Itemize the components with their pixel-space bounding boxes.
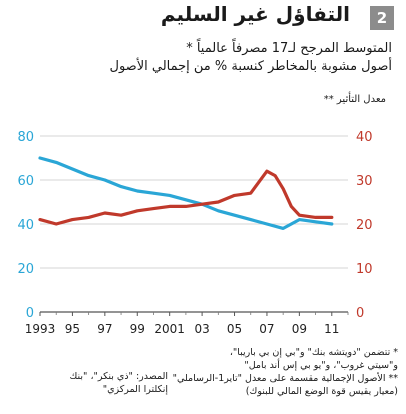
footnote-line-1: * تتضمن "دويتشه بنك" و"بي إن بي باريبا"، [229, 347, 398, 358]
x-axis-tick-label: 11 [324, 322, 339, 336]
x-axis-tick-label: 95 [65, 322, 80, 336]
right-axis-tick-label: 20 [356, 218, 373, 233]
x-axis-tick-label: 05 [227, 322, 242, 336]
right-axis-note: معدل التأثير ** [323, 94, 386, 105]
source-line-2: إنكلترا المركزي" [102, 384, 168, 395]
source-note: المصدر: "ذي بنكر"، "بنك إنكلترا المركزي" [8, 370, 168, 396]
source-line-1: المصدر: "ذي بنكر"، "بنك [69, 371, 168, 382]
chart-title: التفاؤل غير السليم [160, 2, 350, 26]
footnote-line-4: (معيار يقيس قوة الوضع المالي للبنوك) [245, 386, 398, 397]
chart-number-badge: 2 [370, 6, 394, 30]
right-axis-tick-label: 40 [356, 130, 373, 145]
series-line-right-axis [38, 169, 334, 226]
right-axis-tick-label: 10 [356, 262, 373, 277]
footnote-line-3: ** الأصول الإجمالية مقسمة على معدل "تاير… [172, 373, 398, 384]
line-chart: 0 0 20 10 40 20 60 30 80 40 1993 95 97 99 2001 03 05 07 09… [17, 130, 373, 336]
left-axis-tick-label: 20 [17, 262, 34, 277]
x-axis-tick-label: 07 [259, 322, 274, 336]
x-axis-tick-label: 09 [292, 322, 307, 336]
left-axis-tick-label: 40 [17, 218, 34, 233]
chart-subtitle: المتوسط المرجح لـ17 مصرفاً عالمياً * أصو… [12, 40, 393, 76]
left-axis-tick-label: 60 [17, 174, 34, 189]
left-axis-tick-label: 80 [17, 130, 34, 145]
left-axis-tick-label: 0 [26, 306, 34, 321]
footnote-line-2: و"سيتي غروب"، و"يو بي إس أند بامل" [244, 360, 398, 371]
subtitle-line-1: المتوسط المرجح لـ17 مصرفاً عالمياً * [186, 41, 392, 56]
footnotes: * تتضمن "دويتشه بنك" و"بي إن بي باريبا"،… [172, 346, 398, 398]
x-axis-tick-label: 2001 [154, 322, 185, 336]
header: التفاؤل غير السليم 2 [0, 0, 406, 36]
x-axis-tick-label: 99 [130, 322, 145, 336]
right-axis-tick-label: 30 [356, 174, 373, 189]
series-line-left-axis [38, 156, 334, 231]
right-axis-tick-label: 0 [356, 306, 364, 321]
x-axis-tick-label: 1993 [25, 322, 56, 336]
x-axis-tick-label: 03 [194, 322, 209, 336]
subtitle-line-2: أصول مشوبة بالمخاطر كنسبة % من إجمالي ال… [109, 59, 393, 74]
x-axis-tick-label: 97 [97, 322, 112, 336]
